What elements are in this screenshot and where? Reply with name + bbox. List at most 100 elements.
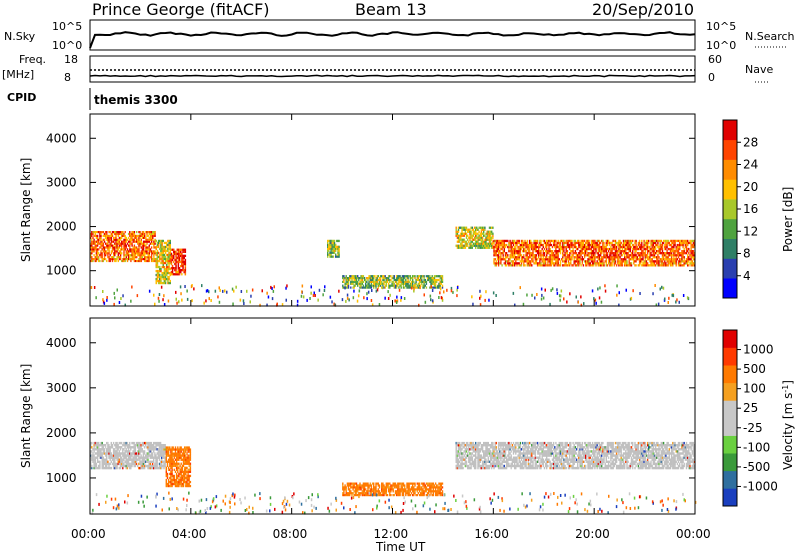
data-cell xyxy=(524,260,526,263)
data-cell xyxy=(625,288,627,292)
data-cell xyxy=(680,260,682,263)
data-cell xyxy=(643,264,645,267)
data-cell xyxy=(457,244,460,247)
data-cell xyxy=(517,239,519,243)
data-cell xyxy=(108,464,110,468)
data-cell xyxy=(534,241,536,245)
data-cell xyxy=(344,286,346,290)
data-cell xyxy=(682,243,684,247)
data-cell xyxy=(159,275,161,279)
data-cell xyxy=(92,454,94,457)
data-cell xyxy=(123,456,125,459)
data-cell xyxy=(606,254,609,257)
data-cell xyxy=(670,254,673,257)
data-cell xyxy=(124,259,126,263)
data-cell xyxy=(180,446,182,449)
data-cell xyxy=(102,231,104,234)
data-cell xyxy=(129,464,131,468)
data-cell xyxy=(133,456,135,459)
data-cell xyxy=(622,260,625,263)
data-cell xyxy=(182,470,185,473)
data-cell xyxy=(351,494,353,497)
data-cell xyxy=(338,255,340,258)
data-cell xyxy=(625,260,627,263)
data-cell xyxy=(182,482,185,486)
data-cell xyxy=(465,234,468,237)
data-cell xyxy=(422,280,424,283)
data-cell xyxy=(563,254,565,257)
data-cell xyxy=(652,245,654,249)
data-cell xyxy=(346,280,349,283)
data-cell xyxy=(155,259,157,263)
data-cell xyxy=(649,260,651,263)
data-cell xyxy=(322,293,324,297)
data-cell xyxy=(166,476,169,480)
data-cell xyxy=(147,258,149,261)
data-cell xyxy=(181,468,184,471)
data-cell xyxy=(540,287,543,291)
data-cell xyxy=(678,300,680,304)
data-cell xyxy=(159,255,161,259)
data-cell xyxy=(185,454,187,457)
data-cell xyxy=(360,286,362,289)
data-cell xyxy=(153,242,155,245)
data-cell xyxy=(661,252,664,255)
data-cell xyxy=(546,245,548,249)
data-cell xyxy=(184,271,187,274)
data-cell xyxy=(391,282,393,285)
data-cell xyxy=(123,248,125,251)
data-cell xyxy=(134,450,137,453)
data-cell xyxy=(110,244,113,247)
data-cell xyxy=(101,446,103,449)
data-cell xyxy=(677,256,680,259)
data-cell xyxy=(100,236,102,239)
data-cell xyxy=(643,252,645,255)
data-cell xyxy=(365,482,367,485)
data-cell xyxy=(94,234,96,237)
data-cell xyxy=(179,470,181,473)
data-cell xyxy=(470,226,472,229)
data-cell xyxy=(492,226,494,229)
data-cell xyxy=(491,244,493,247)
data-cell xyxy=(338,289,340,293)
data-cell xyxy=(659,247,661,251)
data-cell xyxy=(554,264,556,267)
data-cell xyxy=(484,298,486,302)
data-cell xyxy=(402,278,405,282)
data-cell xyxy=(102,298,104,302)
data-cell xyxy=(374,284,376,287)
data-cell xyxy=(651,247,653,251)
data-cell xyxy=(188,474,190,478)
data-cell xyxy=(101,252,103,255)
data-cell xyxy=(393,282,395,285)
data-cell xyxy=(658,262,660,265)
data-cell xyxy=(612,260,614,263)
data-cell xyxy=(355,482,358,485)
data-cell xyxy=(676,298,678,302)
data-cell xyxy=(331,239,333,243)
data-cell xyxy=(585,247,587,251)
data-cell xyxy=(117,454,119,457)
data-cell xyxy=(171,258,174,262)
data-cell xyxy=(361,486,363,489)
data-cell xyxy=(692,252,695,255)
data-cell xyxy=(559,243,562,247)
data-cell xyxy=(159,448,162,451)
data-cell xyxy=(133,244,136,247)
data-cell xyxy=(509,264,511,267)
data-cell xyxy=(659,260,661,263)
data-cell xyxy=(661,254,664,257)
freq-tick-bottom: 8 xyxy=(64,71,71,84)
data-cell xyxy=(331,300,333,304)
data-cell xyxy=(633,245,635,249)
data-cell xyxy=(161,241,163,245)
data-cell xyxy=(131,248,133,251)
data-cell xyxy=(154,462,156,466)
data-cell xyxy=(156,265,159,269)
data-cell xyxy=(142,444,145,447)
data-cell xyxy=(176,273,178,276)
data-cell xyxy=(129,456,131,459)
data-cell xyxy=(94,242,96,245)
data-cell xyxy=(115,246,117,249)
data-cell xyxy=(141,236,144,239)
